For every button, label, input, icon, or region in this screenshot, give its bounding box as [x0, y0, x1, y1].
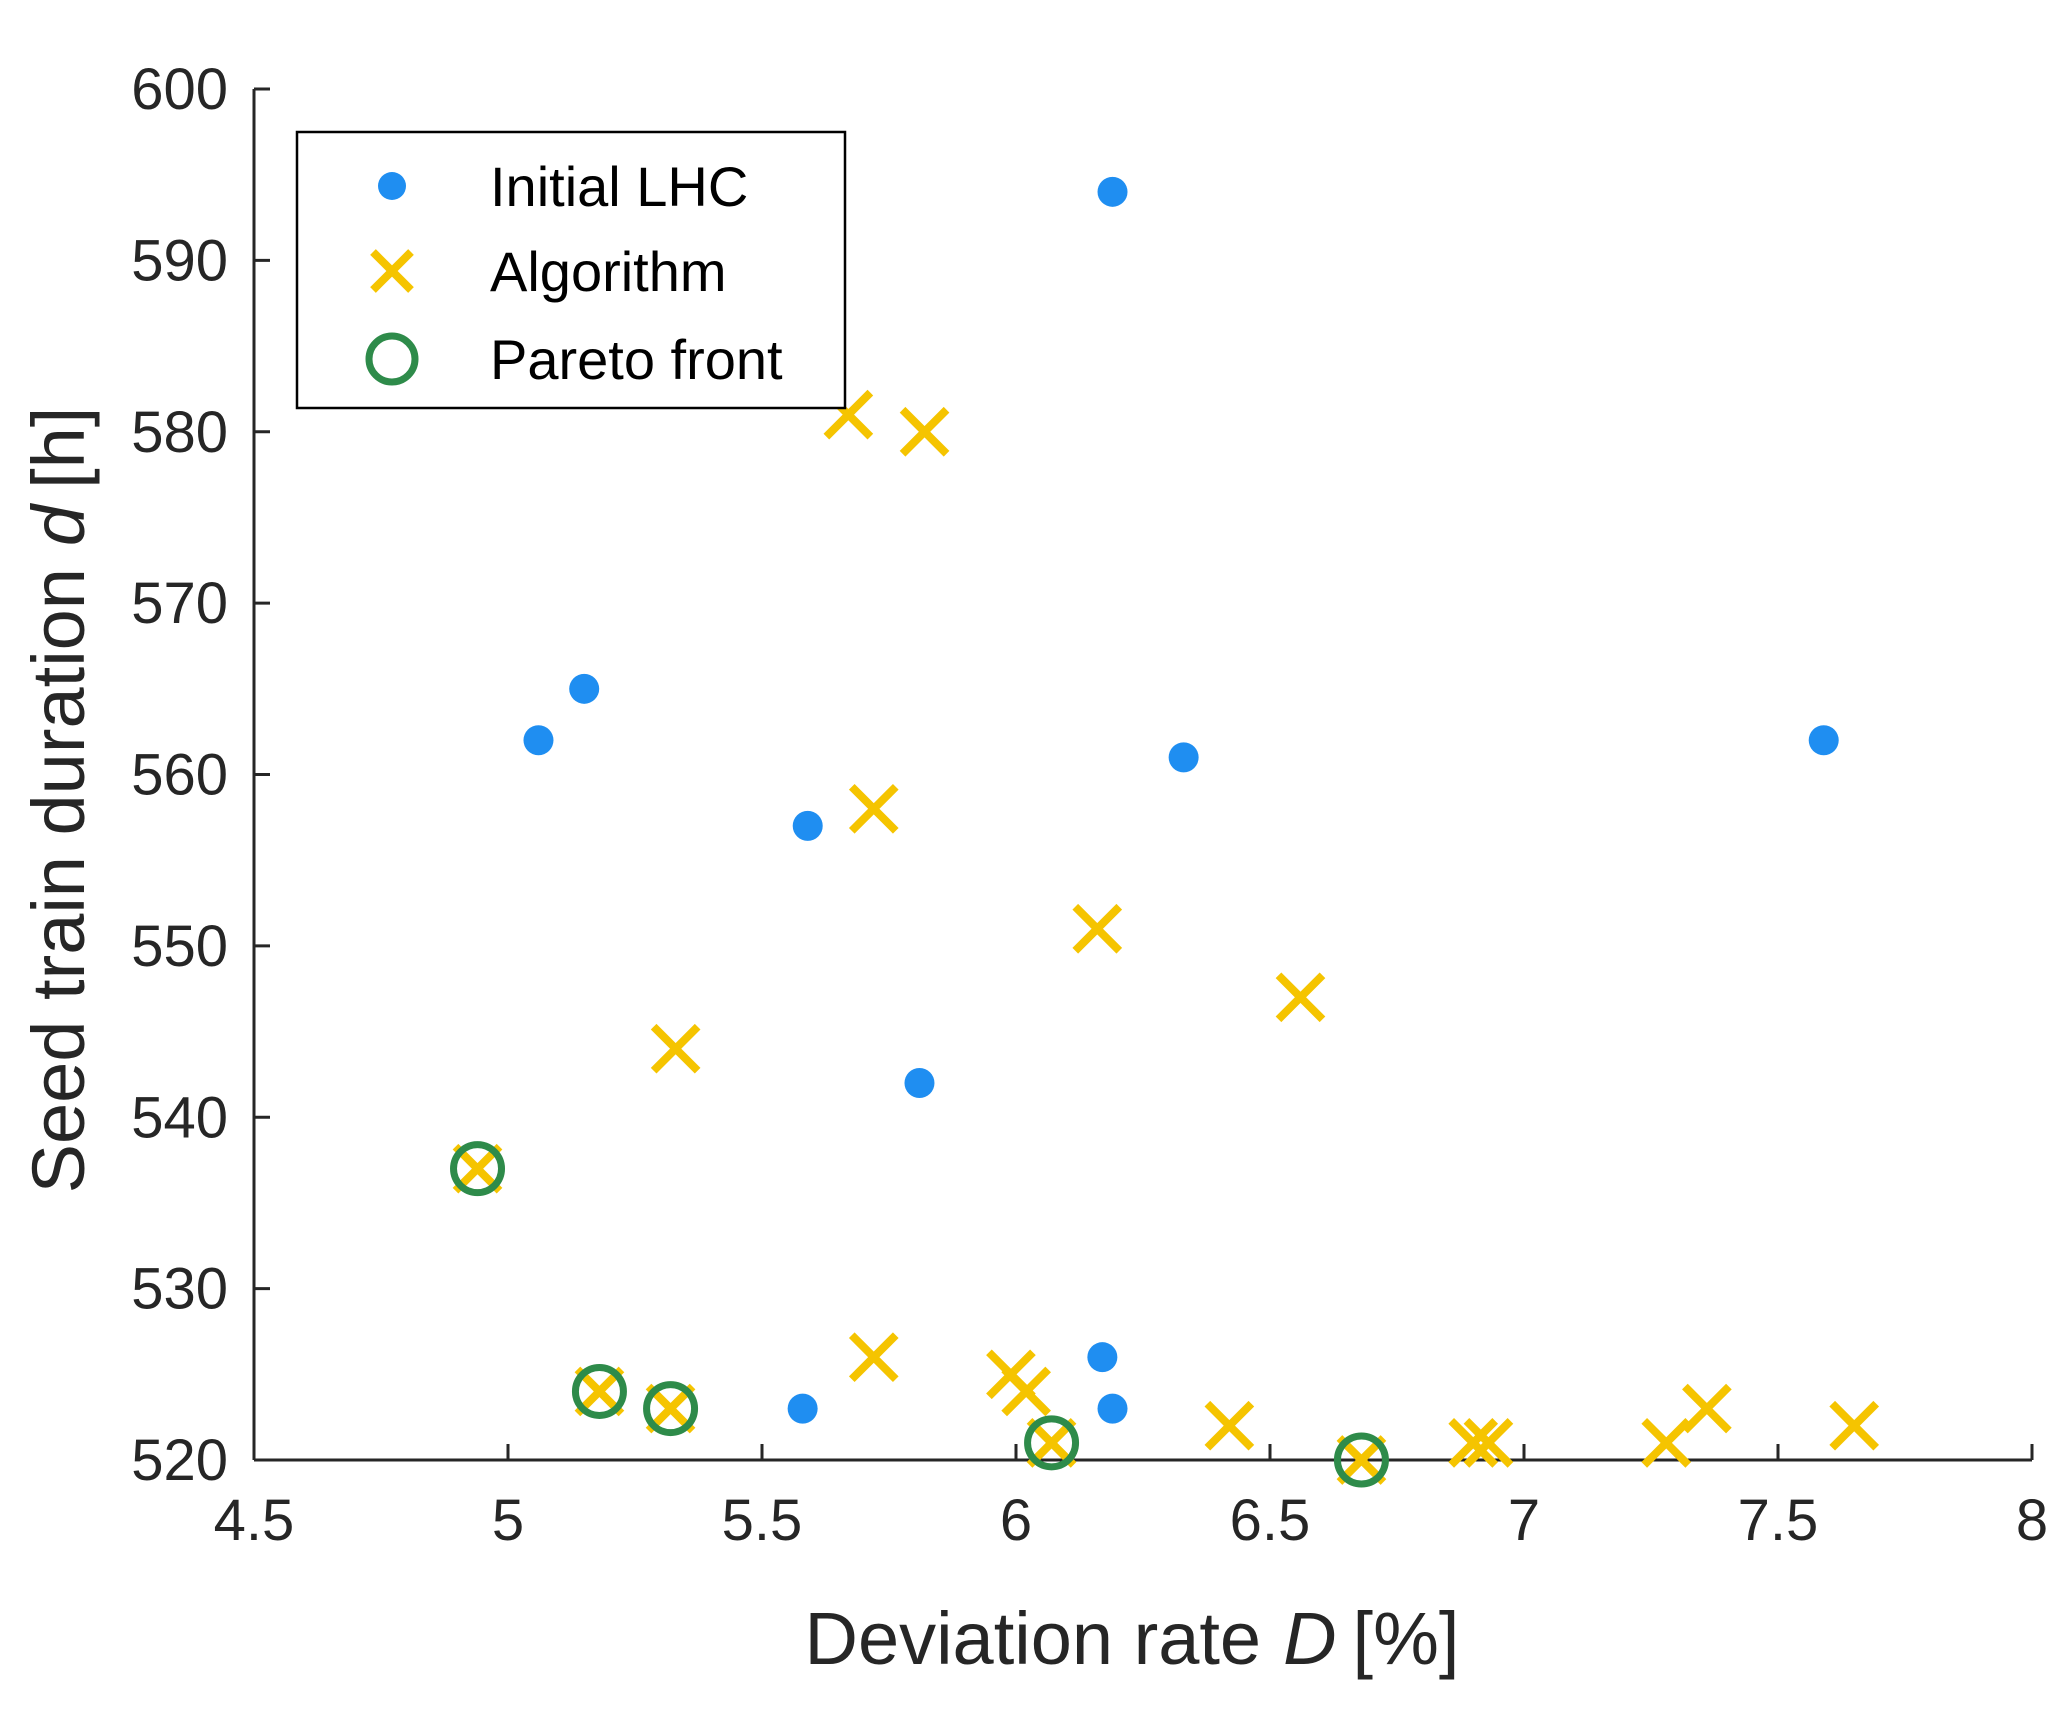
y-tick-label: 550 — [131, 914, 228, 979]
algorithm-point — [1641, 1418, 1692, 1468]
x-tick-label: 6 — [1000, 1488, 1032, 1553]
algorithm-point — [1463, 1418, 1514, 1468]
y-axis-unit: [h] — [17, 407, 100, 489]
x-axis-label: Deviation rate D [%] — [805, 1597, 1460, 1680]
series-algorithm — [452, 389, 1880, 1485]
legend-label-algorithm: Algorithm — [490, 240, 727, 303]
algorithm-point — [1001, 1366, 1051, 1417]
y-tick-label: 520 — [131, 1428, 228, 1493]
x-axis-symbol: D — [1283, 1597, 1336, 1680]
x-axis-label-text: Deviation rate — [805, 1597, 1262, 1680]
x-tick-label: 6.5 — [1230, 1488, 1311, 1553]
y-tick-label: 580 — [131, 400, 228, 465]
pareto-front-point — [1333, 1432, 1389, 1488]
algorithm-point — [1682, 1383, 1732, 1434]
legend: Initial LHC Algorithm Pareto front — [295, 130, 847, 410]
algorithm-point — [1204, 1400, 1255, 1451]
initial-lhc-point — [1168, 742, 1199, 773]
y-ticks: 520 530 540 550 560 570 580 590 600 — [131, 57, 270, 1493]
algorithm-point — [650, 1023, 701, 1074]
x-tick-label: 8 — [2016, 1488, 2048, 1553]
pareto-front-point — [571, 1363, 627, 1419]
y-axis-label-text: Seed train duration — [17, 568, 100, 1193]
algorithm-point — [1275, 972, 1326, 1023]
x-axis-unit: [%] — [1353, 1597, 1460, 1680]
y-tick-label: 600 — [131, 57, 228, 122]
legend-label-pareto-front: Pareto front — [490, 328, 783, 391]
initial-lhc-point — [523, 725, 554, 756]
series-initial-lhc — [523, 176, 1839, 1424]
pareto-front-point — [1024, 1415, 1080, 1471]
initial-lhc-point — [1097, 1393, 1128, 1424]
y-tick-label: 530 — [131, 1257, 228, 1322]
legend-label-initial-lhc: Initial LHC — [490, 155, 748, 218]
initial-lhc-point — [904, 1067, 935, 1098]
algorithm-point — [1448, 1418, 1499, 1468]
algorithm-point — [848, 1332, 899, 1383]
legend-marker-pareto-front — [365, 332, 419, 386]
x-tick-label: 5 — [492, 1488, 524, 1553]
x-tick-label: 7.5 — [1738, 1488, 1819, 1553]
x-tick-label: 5.5 — [722, 1488, 803, 1553]
algorithm-point — [899, 406, 950, 457]
algorithm-point — [848, 783, 899, 834]
data-marks — [450, 176, 1880, 1488]
initial-lhc-point — [787, 1393, 818, 1424]
series-pareto-front — [450, 1141, 1389, 1488]
initial-lhc-point — [792, 810, 823, 841]
y-tick-label: 560 — [131, 743, 228, 808]
algorithm-point — [1072, 903, 1123, 954]
algorithm-point — [1829, 1400, 1880, 1451]
legend-marker-initial-lhc — [378, 172, 406, 200]
initial-lhc-point — [569, 673, 600, 704]
initial-lhc-point — [1808, 725, 1839, 756]
y-tick-label: 590 — [131, 228, 228, 293]
initial-lhc-point — [1087, 1342, 1118, 1373]
pareto-front-point — [643, 1381, 699, 1437]
pareto-front-point — [450, 1141, 506, 1197]
initial-lhc-point — [1097, 176, 1128, 207]
y-axis-symbol: d — [17, 502, 100, 546]
y-tick-label: 540 — [131, 1085, 228, 1150]
y-axis-label: Seed train duration d [h] — [17, 407, 100, 1194]
y-tick-label: 570 — [131, 571, 228, 636]
x-tick-label: 4.5 — [214, 1488, 295, 1553]
x-tick-label: 7 — [1508, 1488, 1540, 1553]
legend-marker-algorithm — [370, 249, 414, 293]
x-ticks: 4.5 5 5.5 6 6.5 7 7.5 8 — [214, 1444, 2048, 1553]
